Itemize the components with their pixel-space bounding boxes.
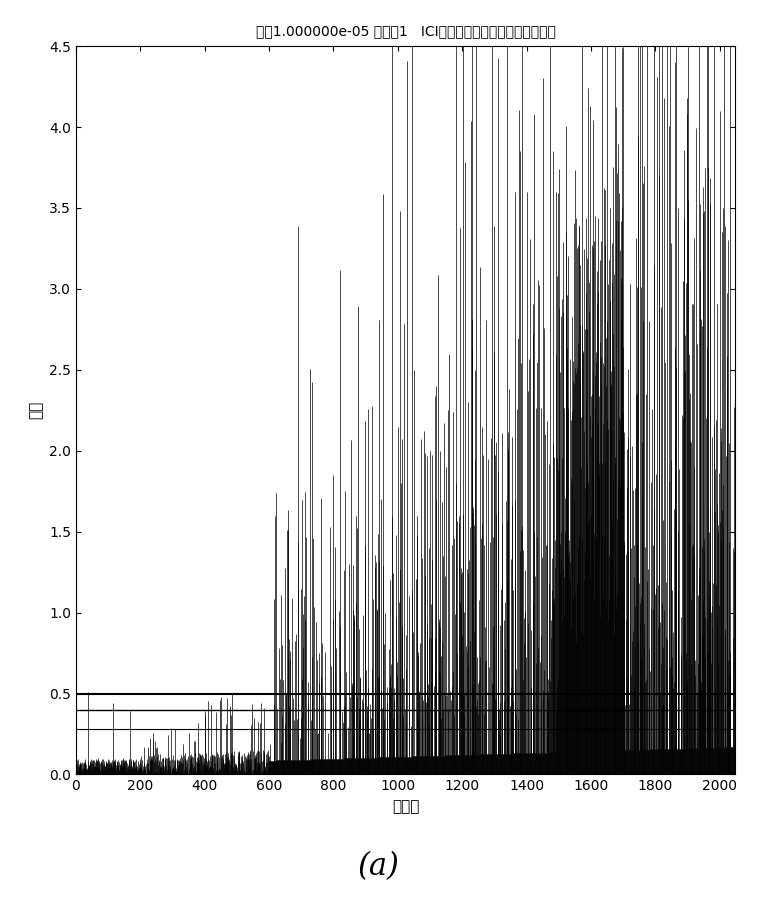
Text: (a): (a) — [358, 851, 400, 882]
Title: 模刃1.000000e-05 符号：1   ICI相位噪声占最大允许相移的比例: 模刃1.000000e-05 符号：1 ICI相位噪声占最大允许相移的比例 — [255, 24, 556, 38]
X-axis label: 子载波: 子载波 — [392, 798, 419, 814]
Y-axis label: 比値: 比値 — [28, 401, 43, 420]
